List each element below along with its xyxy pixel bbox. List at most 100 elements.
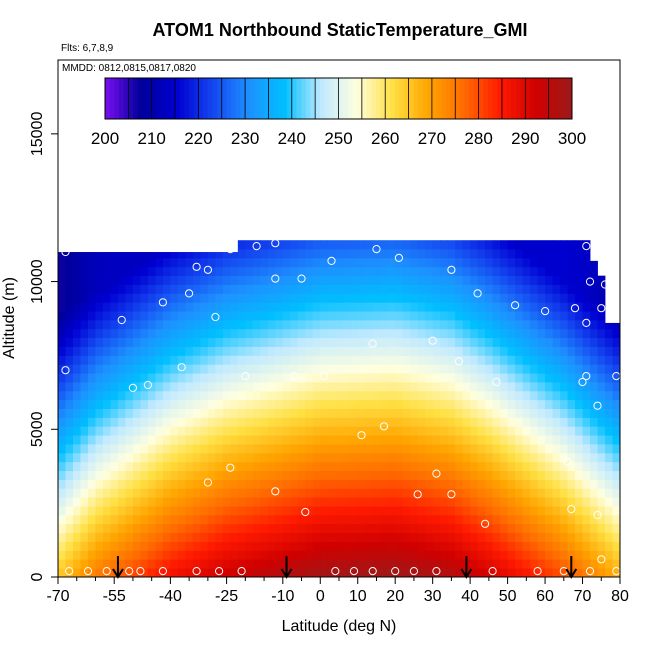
curtain-cell — [455, 417, 464, 427]
curtain-cell — [447, 240, 456, 250]
curtain-cell — [545, 364, 553, 374]
curtain-cell — [125, 541, 134, 551]
curtain-cell — [170, 550, 179, 560]
curtain-cell — [612, 417, 621, 427]
curtain-cell — [252, 488, 261, 498]
curtain-cell — [215, 302, 224, 312]
curtain-cell — [477, 444, 486, 454]
curtain-cell — [162, 346, 171, 356]
curtain-cell — [575, 470, 583, 480]
curtain-cell — [440, 417, 449, 427]
curtain-cell — [147, 435, 156, 445]
curtain-cell — [612, 532, 621, 542]
curtain-cell — [507, 355, 516, 365]
curtain-cell — [380, 293, 389, 303]
curtain-cell — [492, 249, 501, 259]
colorbar-swatch — [487, 78, 494, 119]
curtain-cell — [380, 390, 389, 401]
curtain-cell — [237, 302, 246, 312]
colorbar-tick-label: 210 — [138, 129, 166, 148]
colorbar-swatch — [198, 78, 204, 119]
curtain-cell — [170, 364, 179, 374]
curtain-cell — [477, 302, 486, 312]
curtain-cell — [425, 532, 434, 542]
curtain-cell — [117, 479, 126, 489]
curtain-cell — [245, 373, 254, 383]
curtain-cell — [530, 550, 538, 560]
curtain-cell — [530, 435, 538, 445]
curtain-cell — [530, 382, 538, 392]
curtain-cell — [470, 257, 479, 268]
curtain-cell — [515, 568, 523, 578]
curtain-cell — [282, 302, 291, 312]
curtain-cell — [72, 346, 81, 356]
curtain-cell — [275, 479, 284, 489]
curtain-cell — [297, 523, 306, 534]
colorbar-swatch — [123, 78, 129, 119]
curtain-cell — [312, 390, 321, 401]
curtain-cell — [350, 373, 359, 383]
curtain-cell — [260, 541, 269, 551]
curtain-cell — [507, 523, 516, 534]
curtain-cell — [612, 373, 621, 383]
curtain-cell — [545, 390, 553, 401]
curtain-cell — [492, 488, 501, 498]
curtain-cell — [582, 284, 591, 294]
curtain-cell — [380, 249, 389, 259]
curtain-cell — [567, 426, 576, 436]
curtain-cell — [485, 293, 494, 303]
curtain-cell — [155, 328, 164, 339]
curtain-cell — [350, 506, 359, 516]
curtain-cell — [177, 302, 186, 312]
curtain-cell — [545, 426, 553, 436]
curtain-cell — [552, 550, 561, 560]
curtain-cell — [410, 506, 419, 516]
curtain-cell — [230, 355, 239, 365]
curtain-cell — [335, 249, 344, 259]
curtain-cell — [200, 311, 209, 321]
curtain-cell — [147, 311, 156, 321]
curtain-cell — [230, 284, 239, 294]
curtain-cell — [455, 514, 464, 525]
curtain-cell — [552, 284, 561, 294]
curtain-cell — [282, 337, 291, 347]
curtain-cell — [605, 470, 613, 480]
curtain-cell — [507, 337, 516, 347]
curtain-cell — [170, 452, 179, 463]
curtain-cell — [462, 390, 471, 401]
curtain-cell — [102, 266, 111, 277]
curtain-cell — [387, 444, 396, 454]
curtain-cell — [515, 452, 523, 463]
curtain-cell — [222, 311, 231, 321]
sample-marker — [372, 245, 381, 254]
curtain-cell — [477, 373, 486, 383]
curtain-cell — [470, 311, 479, 321]
curtain-cell — [552, 240, 561, 250]
curtain-cell — [507, 435, 516, 445]
curtain-cell — [462, 408, 471, 418]
curtain-cell — [432, 275, 441, 285]
curtain-cell — [155, 559, 164, 569]
curtain-cell — [462, 364, 471, 374]
curtain-cell — [567, 444, 576, 454]
curtain-cell — [65, 488, 74, 498]
curtain-cell — [575, 417, 583, 427]
curtain-cell — [402, 355, 411, 365]
curtain-cell — [185, 252, 194, 259]
sample-marker — [454, 357, 463, 366]
curtain-cell — [485, 444, 494, 454]
curtain-cell — [395, 488, 404, 498]
colorbar-swatch — [431, 78, 438, 119]
curtain-cell — [132, 257, 141, 268]
curtain-cell — [417, 488, 426, 498]
curtain-cell — [132, 435, 141, 445]
curtain-cell — [417, 266, 426, 277]
curtain-cell — [275, 497, 284, 507]
curtain-cell — [95, 293, 104, 303]
curtain-cell — [132, 461, 141, 472]
curtain-cell — [545, 293, 553, 303]
curtain-cell — [155, 319, 164, 330]
curtain-cell — [342, 257, 351, 268]
curtain-cell — [507, 452, 516, 463]
curtain-cell — [252, 346, 261, 356]
